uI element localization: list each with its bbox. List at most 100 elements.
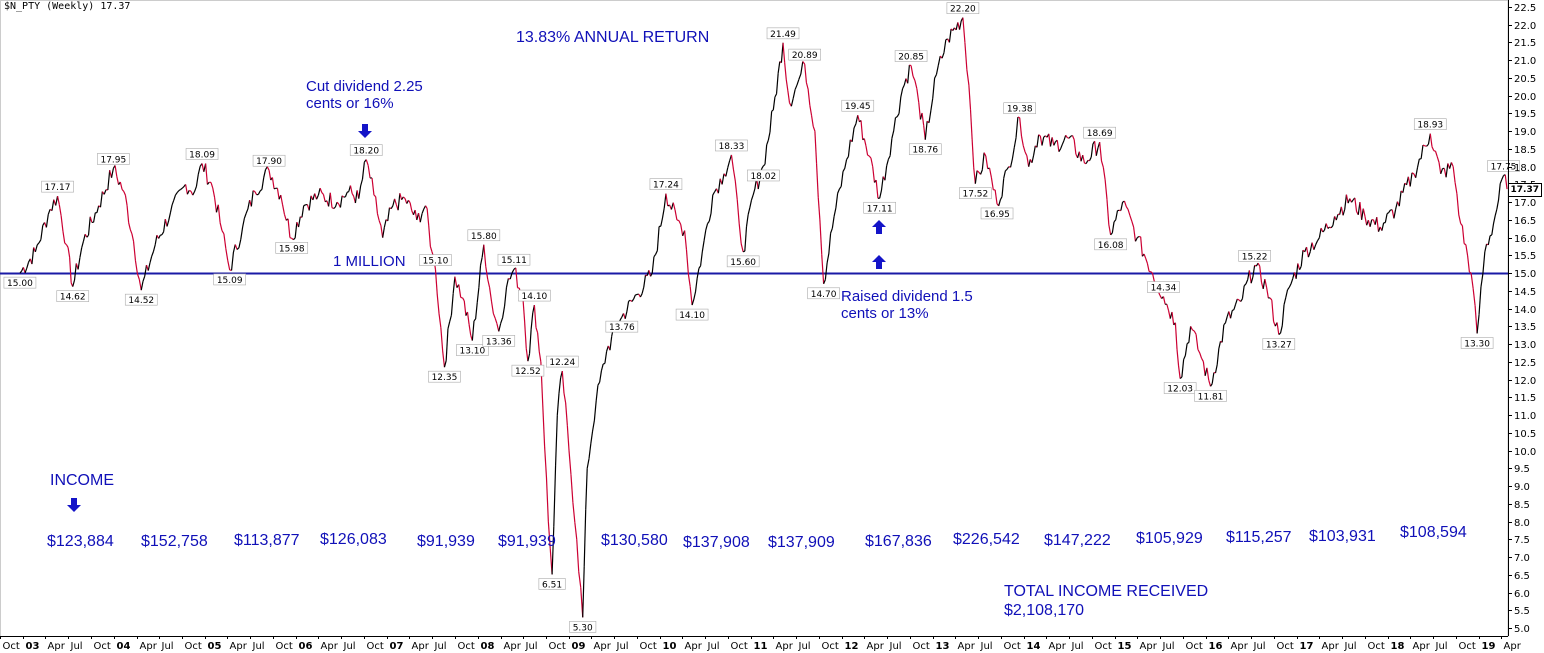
price-segment	[1354, 197, 1358, 212]
x-tick-label: Jul	[525, 641, 538, 652]
price-segment	[771, 109, 774, 112]
price-segment	[1264, 279, 1268, 288]
price-segment	[1231, 309, 1235, 312]
price-segment	[777, 61, 781, 74]
price-segment	[935, 65, 939, 75]
price-segment	[47, 209, 51, 215]
price-segment	[805, 82, 809, 90]
data-label: 11.81	[1198, 392, 1224, 402]
data-label: 13.27	[1266, 341, 1292, 351]
data-label: 20.89	[792, 51, 818, 61]
data-label-box	[497, 253, 531, 266]
data-label-box	[908, 143, 942, 156]
price-segment	[119, 181, 123, 190]
price-segment	[1311, 242, 1315, 250]
price-segment	[214, 197, 218, 213]
price-segment	[522, 297, 526, 322]
x-tick-label: Apr	[594, 641, 612, 652]
price-segment	[283, 214, 287, 221]
price-segment	[223, 233, 227, 249]
raised-dividend-annotation: Raised dividend 1.5 cents or 13%	[841, 288, 973, 322]
price-segment	[775, 73, 779, 94]
price-segment	[860, 120, 864, 140]
price-segment	[725, 167, 729, 177]
price-segment	[971, 138, 975, 168]
data-label: 14.34	[1151, 284, 1177, 294]
price-segment	[508, 277, 511, 280]
x-tick-label: Oct	[822, 641, 839, 652]
data-label-box	[863, 201, 896, 214]
price-segment	[624, 311, 628, 319]
price-segment	[928, 110, 932, 123]
price-segment	[650, 272, 653, 277]
data-label-box	[3, 276, 37, 289]
price-segment	[1327, 226, 1330, 229]
price-segment	[26, 262, 30, 269]
price-segment	[985, 155, 989, 169]
price-segment	[487, 278, 491, 288]
income-value: $130,580	[601, 532, 668, 549]
price-segment	[988, 167, 993, 178]
price-segment	[1011, 147, 1015, 160]
price-segment	[424, 205, 428, 209]
price-segment	[1376, 217, 1380, 232]
data-label-box	[569, 621, 597, 633]
price-segment	[185, 184, 188, 195]
price-segment	[924, 121, 928, 140]
price-segment	[1162, 296, 1166, 305]
data-label-box	[649, 178, 683, 190]
y-tick-label: 19.5	[1514, 109, 1536, 120]
income-value: $226,542	[953, 531, 1020, 548]
price-segment	[1243, 283, 1247, 287]
price-segment	[1095, 147, 1099, 156]
price-segment	[463, 300, 467, 316]
price-segment	[1429, 133, 1433, 147]
price-segment	[294, 222, 298, 238]
price-segment	[1048, 133, 1052, 147]
price-segment	[1094, 141, 1097, 156]
y-axis: 5.0 5.5 6.0 6.5 7.0 7.5 8.0 8.5 9.0 9.5 10.0 10.5 11…	[1508, 0, 1536, 636]
price-segment	[1487, 235, 1491, 245]
data-label: 12.24	[549, 358, 575, 368]
income-label: INCOME	[50, 472, 114, 489]
price-segment	[1449, 162, 1452, 169]
price-segment	[426, 208, 430, 227]
data-label: 14.52	[128, 296, 154, 306]
price-segment	[178, 189, 181, 192]
income-value: $152,758	[141, 533, 208, 550]
price-segment	[164, 219, 168, 227]
price-segment	[1474, 305, 1478, 334]
price-segment	[317, 187, 321, 196]
price-segment	[774, 93, 778, 98]
price-segment	[962, 17, 966, 43]
price-segment	[1438, 162, 1442, 174]
x-tick-label: Oct	[640, 641, 657, 652]
x-tick-label: Jul	[707, 641, 720, 652]
price-segment	[1252, 265, 1256, 278]
price-segment	[1345, 194, 1349, 204]
price-segment	[1484, 243, 1488, 252]
price-segment	[554, 415, 558, 466]
price-segment	[639, 293, 643, 298]
price-segment	[691, 299, 695, 306]
price-segment	[498, 323, 502, 332]
price-segment	[802, 61, 806, 65]
price-segment	[921, 112, 925, 126]
price-segment	[1181, 359, 1185, 378]
price-segment	[678, 220, 682, 225]
total-income-label: TOTAL INCOME RECEIVED	[1004, 583, 1209, 600]
price-segment	[898, 96, 902, 114]
price-segment	[1176, 348, 1180, 367]
price-segment	[404, 198, 408, 204]
price-segment	[314, 193, 318, 200]
price-segment	[375, 196, 379, 214]
price-segment	[784, 62, 787, 80]
price-segment	[1186, 342, 1190, 345]
price-segment	[910, 65, 914, 77]
price-segment	[1177, 365, 1181, 379]
price-segment	[511, 268, 515, 274]
price-segment	[1089, 156, 1092, 161]
price-segment	[1031, 154, 1035, 163]
price-segment	[238, 239, 242, 248]
